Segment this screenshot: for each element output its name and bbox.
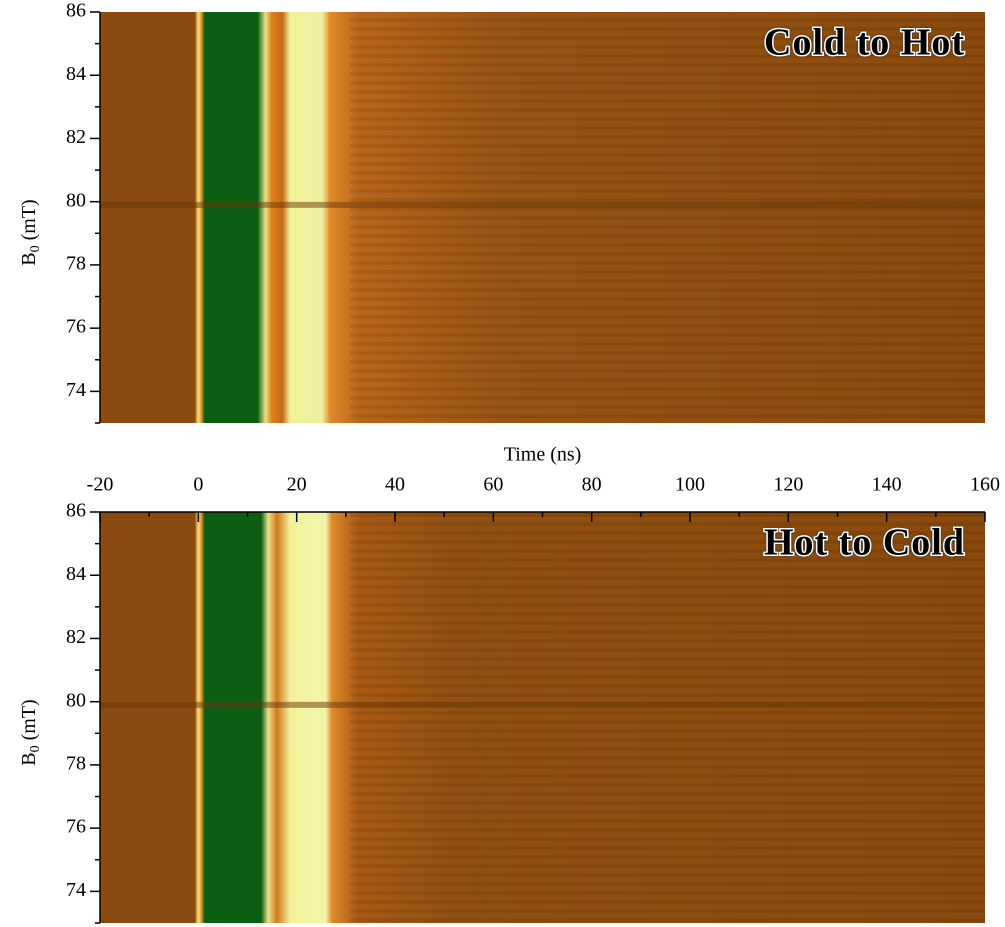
x-tick-label: 140: [872, 474, 902, 496]
y-tick-label: 74: [66, 879, 86, 901]
annotation: Hot to Cold: [764, 522, 965, 564]
x-tick-label: 100: [675, 474, 705, 496]
y-label-sub: 0: [28, 745, 43, 752]
y-tick-label: 78: [66, 753, 86, 775]
y-label-main: B: [18, 752, 40, 765]
y-tick-label: 78: [66, 253, 86, 275]
annotation: Cold to Hot: [764, 22, 965, 64]
y-label-unit: (mT): [18, 699, 40, 745]
y-label-sub: 0: [28, 245, 43, 252]
y-tick-label: 86: [66, 500, 86, 522]
y-tick-label: 80: [66, 689, 86, 711]
y-tick-label: 86: [66, 0, 86, 22]
x-tick-label: 60: [483, 474, 503, 496]
y-label-unit: (mT): [18, 199, 40, 245]
heatmap-fringes: [350, 12, 985, 423]
y-tick-label: 80: [66, 189, 86, 211]
x-tick-label: 120: [773, 474, 803, 496]
y-tick-label: 74: [66, 379, 86, 401]
x-axis-label: Time (ns): [504, 444, 582, 466]
x-tick-label: 0: [193, 474, 203, 496]
y-tick-label: 82: [66, 626, 86, 648]
x-tick-label: 20: [287, 474, 307, 496]
y-axis-label: B0 (mT): [18, 699, 44, 765]
x-tick-label: -20: [87, 474, 114, 496]
x-tick-label: 80: [582, 474, 602, 496]
y-label-main: B: [18, 252, 40, 265]
y-tick-label: 76: [66, 316, 86, 338]
x-tick-label: 40: [385, 474, 405, 496]
y-axis-label: B0 (mT): [18, 199, 44, 265]
heatmap-fringes: [350, 512, 985, 923]
y-tick-label: 76: [66, 816, 86, 838]
x-tick-label: 160: [970, 474, 1000, 496]
y-tick-label: 82: [66, 126, 86, 148]
y-tick-label: 84: [66, 563, 86, 585]
y-tick-label: 84: [66, 63, 86, 85]
